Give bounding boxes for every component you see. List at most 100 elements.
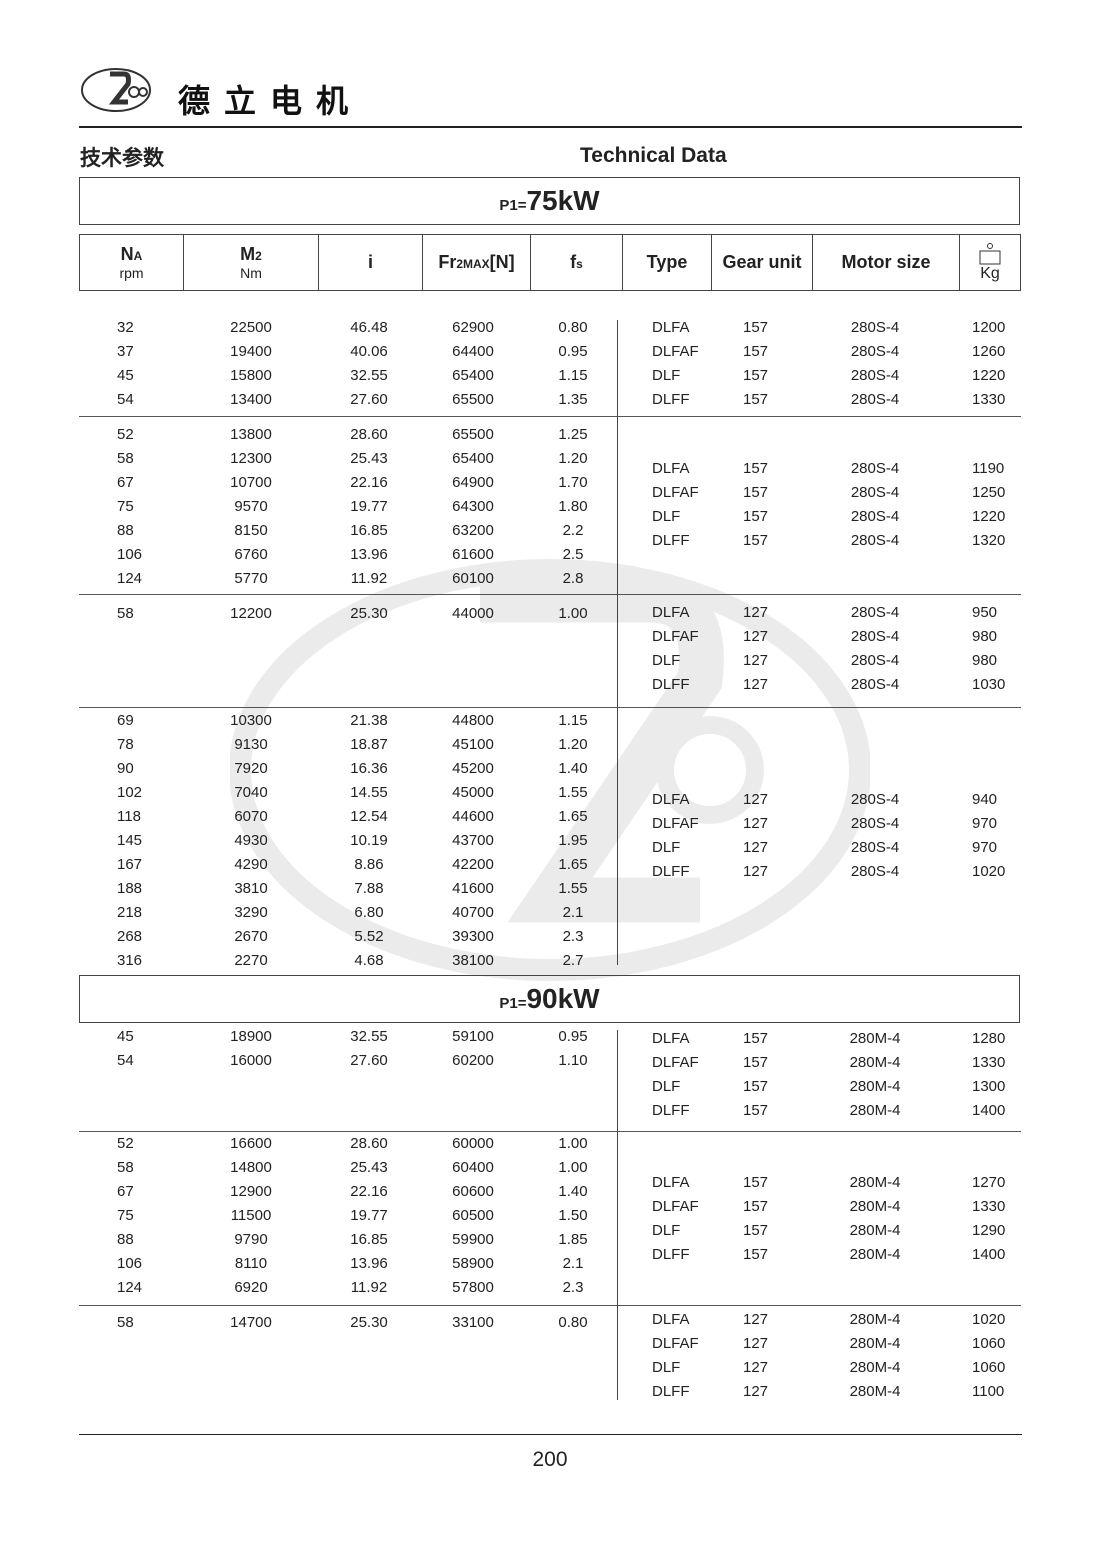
- cell-motor-size: 280M-4: [849, 1078, 901, 1095]
- cell-weight: 1100: [972, 1383, 1005, 1400]
- cell-type: DLFAF: [652, 484, 699, 501]
- cell-type: DLFF: [652, 1102, 690, 1119]
- cell-gear-unit: 157: [743, 508, 769, 525]
- cell-type: DLFAF: [652, 815, 699, 832]
- cell-service-factor: 1.40: [558, 760, 588, 777]
- cell-service-factor: 1.15: [558, 367, 588, 384]
- cell-torque: 10300: [230, 712, 272, 729]
- company-logo: [81, 68, 151, 112]
- brand-name: 德立电机: [178, 82, 363, 120]
- cell-radial-load: 33100: [452, 1314, 494, 1331]
- power-box-90kw: P1= 90kW: [79, 975, 1020, 1023]
- cell-motor-size: 280S-4: [850, 367, 900, 384]
- cell-type: DLF: [652, 367, 681, 384]
- cell-gear-unit: 157: [743, 484, 769, 501]
- cell-motor-size: 280S-4: [850, 391, 900, 408]
- cell-type: DLFA: [652, 460, 690, 477]
- cell-type: DLFF: [652, 1383, 690, 1400]
- cell-torque: 3290: [234, 904, 268, 921]
- cell-type: DLFAF: [652, 1198, 699, 1215]
- cell-service-factor: 1.00: [558, 605, 588, 622]
- cell-gear-unit: 127: [743, 652, 769, 669]
- cell-torque: 5770: [234, 570, 268, 587]
- cell-type: DLFF: [652, 391, 690, 408]
- cell-gear-unit: 157: [743, 1198, 769, 1215]
- cell-type: DLFF: [652, 676, 690, 693]
- cell-speed: 90: [117, 760, 134, 777]
- cell-torque: 6070: [234, 808, 268, 825]
- cell-speed: 52: [117, 1135, 134, 1152]
- cell-service-factor: 2.7: [562, 952, 584, 969]
- cell-radial-load: 60600: [452, 1183, 494, 1200]
- cell-radial-load: 57800: [452, 1279, 494, 1296]
- cell-ratio: 16.85: [350, 1231, 388, 1248]
- cell-motor-size: 280M-4: [849, 1311, 901, 1328]
- cell-radial-load: 41600: [452, 880, 494, 897]
- cell-weight: 980: [972, 652, 998, 669]
- cell-ratio: 11.92: [350, 570, 388, 587]
- cell-ratio: 10.19: [350, 832, 388, 849]
- cell-weight: 1200: [972, 319, 1006, 336]
- cell-speed: 88: [117, 1231, 134, 1248]
- cell-motor-size: 280S-4: [850, 628, 900, 645]
- cell-radial-load: 43700: [452, 832, 494, 849]
- cell-motor-size: 280S-4: [850, 532, 900, 549]
- cell-weight: 1190: [972, 460, 1005, 477]
- cell-service-factor: 2.3: [562, 928, 584, 945]
- cell-motor-size: 280S-4: [850, 815, 900, 832]
- cell-ratio: 11.92: [350, 1279, 388, 1296]
- cell-motor-size: 280S-4: [850, 676, 900, 693]
- cell-torque: 10700: [230, 474, 272, 491]
- cell-gear-unit: 157: [743, 460, 769, 477]
- col-fs: fs: [531, 235, 623, 290]
- cell-service-factor: 1.70: [558, 474, 588, 491]
- cell-type: DLFF: [652, 863, 690, 880]
- cell-torque: 7920: [234, 760, 268, 777]
- power-prefix: P1=: [499, 994, 527, 1012]
- cell-speed: 118: [117, 808, 141, 825]
- cell-radial-load: 59900: [452, 1231, 494, 1248]
- cell-radial-load: 45100: [452, 736, 494, 753]
- cell-type: DLFA: [652, 791, 690, 808]
- cell-torque: 16000: [230, 1052, 272, 1069]
- cell-torque: 2670: [234, 928, 268, 945]
- cell-service-factor: 1.95: [558, 832, 588, 849]
- cell-gear-unit: 127: [743, 863, 769, 880]
- cell-weight: 1020: [972, 863, 1006, 880]
- cell-ratio: 25.30: [350, 1314, 388, 1331]
- cell-ratio: 8.86: [354, 856, 384, 873]
- cell-speed: 67: [117, 474, 134, 491]
- cell-ratio: 7.88: [354, 880, 384, 897]
- cell-weight: 1330: [972, 1054, 1006, 1071]
- cell-speed: 316: [117, 952, 143, 969]
- cell-torque: 9570: [234, 498, 268, 515]
- cell-radial-load: 60400: [452, 1159, 494, 1176]
- cell-weight: 950: [972, 604, 998, 621]
- cell-weight: 1400: [972, 1102, 1006, 1119]
- cell-radial-load: 65500: [452, 426, 494, 443]
- cell-ratio: 13.96: [350, 1255, 388, 1272]
- cell-service-factor: 0.80: [558, 319, 588, 336]
- cell-weight: 1330: [972, 1198, 1006, 1215]
- cell-radial-load: 62900: [452, 319, 494, 336]
- cell-speed: 106: [117, 1255, 143, 1272]
- cell-speed: 32: [117, 319, 134, 336]
- cell-speed: 124: [117, 570, 143, 587]
- cell-speed: 88: [117, 522, 134, 539]
- cell-speed: 188: [117, 880, 143, 897]
- cell-service-factor: 1.00: [558, 1159, 588, 1176]
- cell-service-factor: 2.5: [562, 546, 584, 563]
- cell-type: DLFF: [652, 532, 690, 549]
- cell-torque: 12300: [230, 450, 272, 467]
- cell-ratio: 16.85: [350, 522, 388, 539]
- cell-service-factor: 2.1: [562, 904, 584, 921]
- cell-motor-size: 280M-4: [849, 1030, 901, 1047]
- col-m2: M2 Nm: [184, 235, 319, 290]
- col-fr2max: Fr2MAX[N]: [423, 235, 531, 290]
- cell-service-factor: 1.20: [558, 450, 588, 467]
- cell-service-factor: 1.85: [558, 1231, 588, 1248]
- cell-weight: 1220: [972, 367, 1006, 384]
- cell-radial-load: 63200: [452, 522, 494, 539]
- cell-torque: 13400: [230, 391, 272, 408]
